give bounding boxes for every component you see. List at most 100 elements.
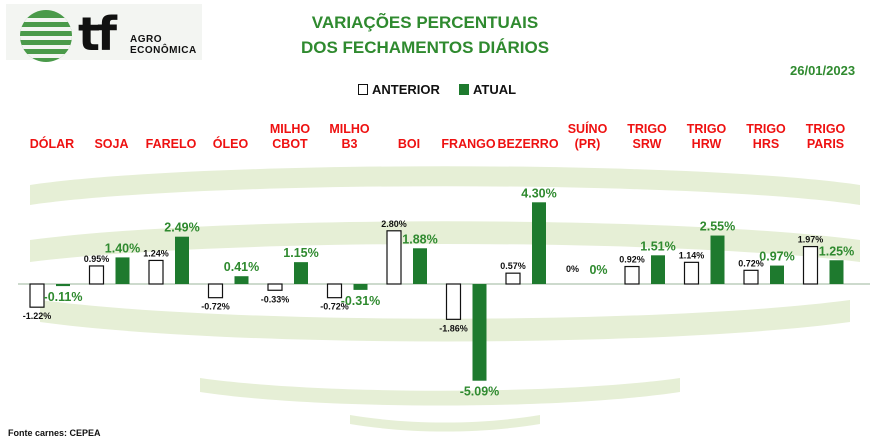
label-previous: 1.97% [798, 235, 824, 245]
legend-current-label: ATUAL [473, 82, 517, 97]
category-label-line: TRIGO [686, 122, 727, 136]
label-current: 1.88% [402, 232, 437, 246]
bar-current [56, 284, 70, 287]
legend-previous-swatch [358, 84, 368, 95]
bar-current [770, 265, 784, 284]
background-wave [30, 166, 860, 205]
label-current: 1.51% [640, 239, 675, 253]
category-label-line: MILHO [269, 122, 311, 136]
bar-current [651, 255, 665, 284]
background-wave [30, 221, 860, 262]
category-label-line: BOI [397, 137, 421, 151]
label-previous: 1.14% [679, 250, 705, 260]
category-label-line: TRIGO [746, 122, 786, 136]
category-label: BOI [373, 137, 445, 152]
bar-current [413, 248, 427, 284]
bar-current [115, 257, 130, 284]
category-label: ÓLEO [195, 137, 267, 152]
label-current: -5.09% [460, 385, 500, 399]
logo-brand: tf [78, 7, 117, 61]
chart-title-line2: DOS FECHAMENTOS DIÁRIOS [300, 38, 550, 57]
label-previous: 0% [566, 264, 579, 274]
bar-previous [386, 230, 402, 285]
label-current: 1.40% [105, 241, 140, 255]
bar-previous [445, 283, 462, 320]
category-label: TRIGO SRW [611, 122, 683, 152]
label-current: 2.55% [700, 220, 735, 234]
background-wave [350, 415, 540, 432]
label-current: 2.49% [164, 221, 199, 235]
bar-current [353, 284, 368, 290]
category-label: MILHO CBOT [254, 122, 326, 152]
background-wave [200, 378, 680, 406]
bar-current [710, 235, 725, 284]
label-previous: 0.92% [619, 255, 645, 265]
bar-previous [683, 261, 700, 285]
category-label-line: SOJA [94, 137, 129, 151]
category-label-line: B3 [341, 137, 358, 151]
label-previous: 0.57% [500, 261, 526, 271]
bar-current [532, 202, 546, 284]
label-current: 4.30% [521, 186, 556, 200]
bar-current [294, 262, 308, 284]
category-label: FRANGO [433, 137, 505, 152]
category-label-line: TRIGO [627, 122, 667, 136]
category-label-line: (PR) [574, 137, 601, 151]
category-label-line: SRW [632, 137, 662, 151]
category-label-line: FARELO [145, 137, 197, 151]
category-label-line: HRW [691, 137, 722, 151]
category-label-line: PARIS [806, 137, 845, 151]
category-label-line: DÓLAR [29, 137, 75, 151]
label-current: 1.15% [283, 246, 318, 260]
bar-previous [29, 283, 45, 308]
label-previous: -0.72% [320, 302, 349, 312]
logo-line1: AGRO [130, 34, 162, 45]
category-label-line: SUÍNO [567, 122, 608, 136]
label-previous: 2.80% [381, 219, 407, 229]
legend-current-swatch [459, 84, 469, 95]
bar-current [829, 260, 844, 284]
category-label: BEZERRO [492, 137, 564, 152]
background-wave [40, 300, 850, 342]
category-label: TRIGO PARIS [790, 122, 862, 152]
category-label-line: MILHO [329, 122, 370, 136]
category-label-line: FRANGO [441, 137, 496, 151]
category-label-line: TRIGO [805, 122, 846, 136]
label-previous: 0.95% [84, 254, 110, 264]
logo-line2: ECONÔMICA [130, 45, 197, 56]
logo: tf AGRO ECONÔMICA [6, 4, 202, 62]
label-current: 1.25% [819, 244, 854, 258]
label-previous: 0.72% [738, 258, 764, 268]
label-current: 0.41% [224, 260, 259, 274]
label-previous: -0.33% [261, 294, 290, 304]
bar-current [175, 236, 189, 284]
label-previous: 1.24% [143, 248, 169, 258]
label-previous: -0.72% [201, 302, 230, 312]
category-label: SOJA [76, 137, 148, 152]
label-current: 0.97% [759, 250, 794, 264]
chart-title-line1: VARIAÇÕES PERCENTUAIS [311, 13, 539, 32]
bar-current [234, 276, 249, 284]
chart-date: 26/01/2023 [790, 63, 856, 78]
category-label: DÓLAR [16, 137, 88, 152]
bar-previous [505, 272, 521, 285]
logo-subtitle: AGRO ECONÔMICA [130, 34, 197, 56]
bar-previous [207, 283, 224, 299]
label-previous: -1.22% [23, 311, 52, 321]
category-label: MILHO B3 [314, 122, 386, 152]
category-label-line: BEZERRO [497, 137, 559, 151]
legend-previous-label: ANTERIOR [372, 82, 440, 97]
bar-previous [326, 283, 343, 299]
bar-previous [743, 269, 759, 285]
category-label-line: CBOT [272, 137, 308, 151]
bar-previous [88, 265, 105, 285]
label-current: -0.11% [44, 290, 83, 304]
category-label: TRIGO HRS [730, 122, 802, 152]
globe-icon [20, 10, 72, 62]
category-label-line: HRS [752, 137, 780, 151]
bar-previous [802, 245, 819, 285]
legend-current: ATUAL [459, 82, 516, 97]
